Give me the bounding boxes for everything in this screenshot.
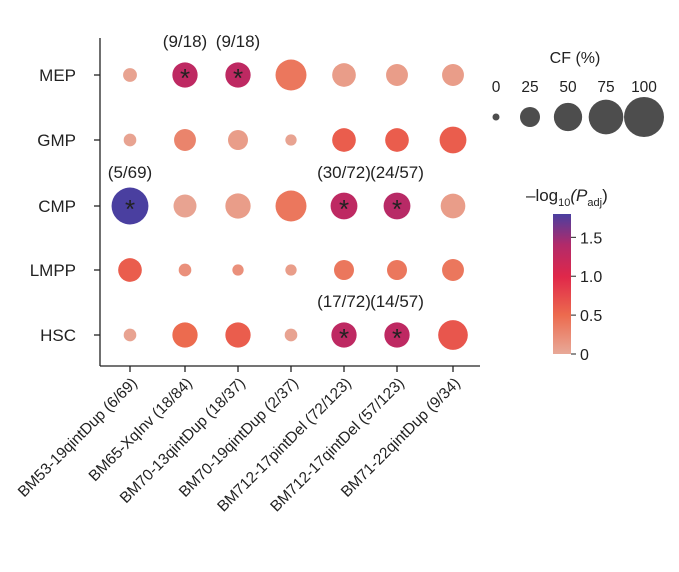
significance-marker: *	[180, 63, 190, 93]
bubble	[285, 134, 297, 146]
significance-marker: *	[339, 194, 349, 224]
bubble	[438, 320, 468, 350]
bubble-annotation: (24/57)	[370, 163, 424, 182]
bubble	[123, 68, 137, 82]
y-tick-label: MEP	[39, 66, 76, 85]
bubble	[225, 62, 251, 88]
bubble-annotation: (17/72)	[317, 292, 371, 311]
bubble	[232, 264, 244, 276]
size-legend-label: 75	[597, 79, 614, 96]
size-legend-circle	[492, 113, 500, 121]
bubbles: * * * * * * *	[111, 59, 468, 353]
size-legend-circle	[588, 99, 624, 135]
size-legend-label: 25	[521, 79, 538, 96]
bubble	[178, 263, 192, 277]
size-legend-title: CF (%)	[550, 50, 601, 67]
color-bar	[553, 214, 571, 354]
bubble	[172, 62, 198, 88]
bubble-annotation: (5/69)	[108, 163, 152, 182]
bubble	[332, 63, 356, 87]
color-legend-title: –log10(Padj)	[526, 186, 608, 209]
significance-marker: *	[392, 194, 402, 224]
size-legend-circle	[624, 97, 664, 137]
size-legend-circle	[520, 107, 540, 127]
bubble	[284, 328, 298, 342]
bubble	[386, 64, 408, 86]
y-tick-label: HSC	[40, 326, 76, 345]
bubble	[383, 192, 411, 220]
color-bar-tick-label: 0	[580, 347, 589, 364]
bubble	[285, 264, 297, 276]
size-legend-label: 0	[492, 79, 501, 96]
bubble	[385, 128, 409, 152]
y-tick-label: CMP	[38, 197, 76, 216]
color-bar-tick-label: 1.0	[580, 269, 602, 286]
bubble	[118, 258, 142, 282]
size-legend-circle	[553, 102, 583, 132]
bubble-annotation: (30/72)	[317, 163, 371, 182]
bubble	[439, 126, 467, 154]
bubble-annotation: (9/18)	[163, 32, 207, 51]
bubble	[331, 322, 357, 348]
bubble	[173, 194, 197, 218]
axes	[94, 38, 480, 372]
significance-marker: *	[233, 63, 243, 93]
size-legend-label: 100	[631, 79, 657, 96]
bubble	[111, 187, 149, 225]
bubble	[174, 129, 196, 151]
bubble-annotation: (9/18)	[216, 32, 260, 51]
bubble	[330, 192, 358, 220]
bubble	[123, 328, 137, 342]
bubble	[123, 133, 137, 147]
bubble-annotation: (14/57)	[370, 292, 424, 311]
bubble	[384, 322, 410, 348]
bubble	[332, 128, 356, 152]
color-bar-tick-label: 1.5	[580, 230, 602, 247]
bubble	[442, 259, 464, 281]
color-bar-tick-label: 0.5	[580, 308, 602, 325]
color-legend: –log10(Padj) 0 0.5 1.0 1.5	[526, 186, 608, 364]
size-legend-label: 50	[559, 79, 577, 96]
bubble	[225, 322, 251, 348]
x-tick-label: BM65-XqInv (18/84)	[86, 375, 196, 485]
bubble	[172, 322, 198, 348]
y-tick-label: LMPP	[30, 261, 76, 280]
bubble	[275, 190, 307, 222]
bubble	[387, 260, 407, 280]
significance-marker: *	[339, 323, 349, 353]
bubble	[228, 130, 248, 150]
significance-marker: *	[125, 194, 135, 224]
bubble	[275, 59, 307, 91]
bubble	[334, 260, 354, 280]
y-tick-label: GMP	[37, 131, 76, 150]
bubble	[225, 193, 251, 219]
bubble	[440, 193, 466, 219]
significance-marker: *	[392, 323, 402, 353]
size-legend: CF (%) 0 25 50 75 100	[492, 50, 664, 137]
bubble	[442, 64, 464, 86]
